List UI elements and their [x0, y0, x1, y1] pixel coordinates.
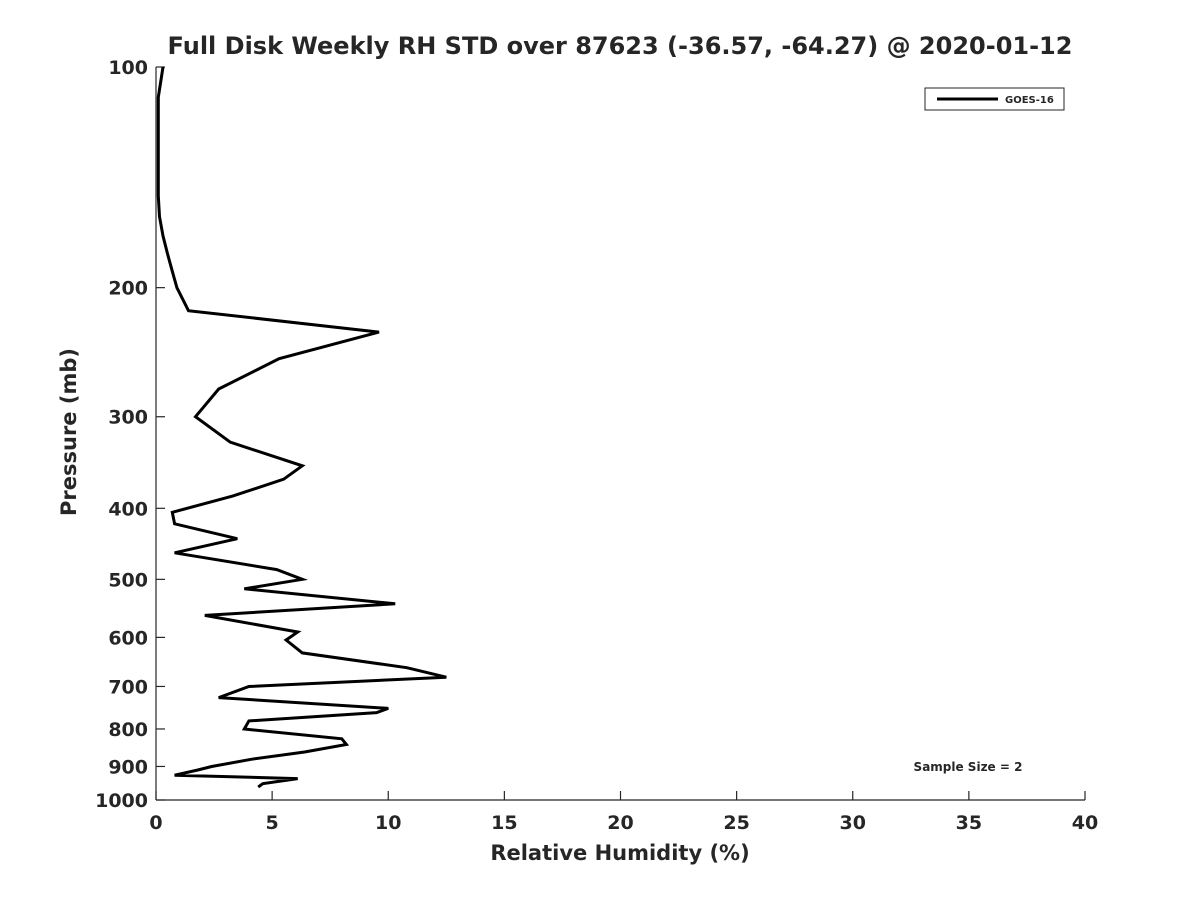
- x-tick-label: 30: [840, 812, 866, 834]
- x-tick-label: 0: [149, 812, 162, 834]
- tick-marks: 0 5 10 15 20 25 30 35 40 100 200 300 400 500 600 700 800…: [95, 57, 1098, 834]
- y-tick-label: 800: [108, 719, 148, 741]
- y-tick-label: 200: [108, 278, 148, 300]
- y-tick-label: 400: [108, 498, 148, 520]
- y-tick-label: 900: [108, 756, 148, 778]
- y-tick-label: 500: [108, 569, 148, 591]
- legend-label-goes16: GOES-16: [1005, 95, 1054, 106]
- x-tick-label: 5: [266, 812, 279, 834]
- x-tick-label: 20: [607, 812, 633, 834]
- y-axis-label: Pressure (mb): [57, 348, 81, 516]
- x-tick-label: 10: [375, 812, 401, 834]
- x-tick-label: 40: [1072, 812, 1098, 834]
- series-lines: [156, 66, 447, 789]
- y-tick-label: 600: [108, 627, 148, 649]
- y-tick-label: 1000: [95, 790, 148, 812]
- x-axis-label: Relative Humidity (%): [490, 841, 749, 865]
- chart-title: Full Disk Weekly RH STD over 87623 (-36.…: [168, 32, 1073, 60]
- y-tick-label: 100: [108, 57, 148, 79]
- y-tick-label: 300: [108, 407, 148, 429]
- y-tick-label: 700: [108, 676, 148, 698]
- sample-size-annotation: Sample Size = 2: [914, 760, 1023, 774]
- series-line-goes-16: [156, 66, 447, 789]
- x-tick-label: 25: [723, 812, 749, 834]
- legend: GOES-16: [924, 87, 1065, 111]
- x-tick-label: 35: [956, 812, 982, 834]
- x-tick-label: 15: [491, 812, 517, 834]
